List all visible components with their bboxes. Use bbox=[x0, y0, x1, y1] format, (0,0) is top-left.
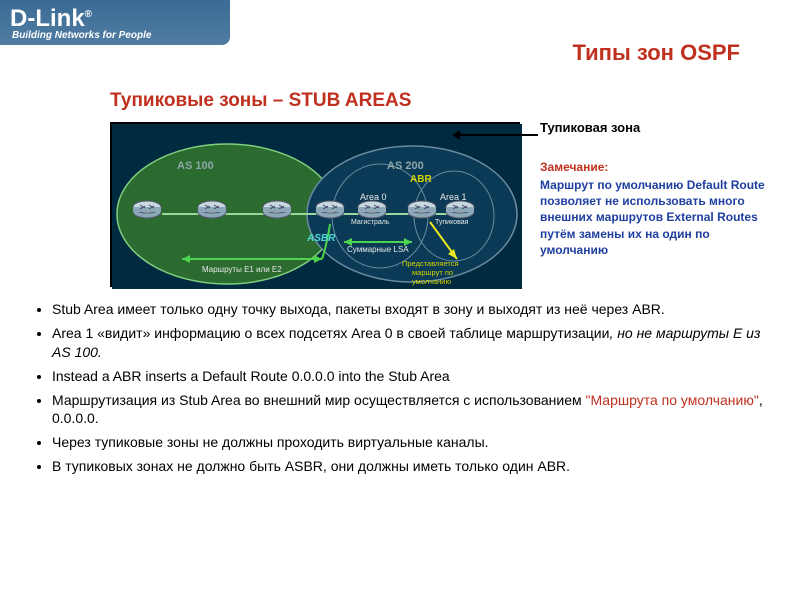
area1-label: Area 1 bbox=[440, 192, 467, 202]
router-icon bbox=[133, 201, 161, 218]
eroutes-label: Маршруты E1 или E2 bbox=[202, 265, 282, 274]
stub-zone-pointer bbox=[458, 134, 538, 136]
bullet-list: Stub Area имеет только одну точку выхода… bbox=[30, 300, 770, 481]
router-icon bbox=[263, 201, 291, 218]
note-block: Замечание: Маршрут по умолчанию Default … bbox=[540, 160, 780, 258]
as200-label: AS 200 bbox=[387, 160, 424, 172]
logo-bar: D-Link® Building Networks for People bbox=[0, 0, 230, 45]
diagram-svg: AS 100 AS 200 ABR Area 0 Магистраль Area… bbox=[112, 124, 522, 289]
area0-sub: Магистраль bbox=[351, 219, 390, 226]
router-icon bbox=[408, 201, 436, 218]
note-title: Замечание: bbox=[540, 160, 780, 174]
stub-zone-label: Тупиковая зона bbox=[540, 120, 640, 135]
bullet-item: Area 1 «видит» информацию о всех подсетя… bbox=[52, 324, 770, 362]
summary-label: Суммарные LSA bbox=[347, 245, 409, 254]
page-title: Типы зон OSPF bbox=[573, 40, 740, 66]
area0-label: Area 0 bbox=[360, 192, 387, 202]
logo-tagline: Building Networks for People bbox=[12, 30, 151, 41]
bullet-item: Маршрутизация из Stub Area во внешний ми… bbox=[52, 391, 770, 429]
bullet-item: Через тупиковые зоны не должны проходить… bbox=[52, 433, 770, 452]
router-icon bbox=[358, 201, 386, 218]
logo-stack: D-Link® Building Networks for People bbox=[10, 5, 151, 41]
bullet-item: Stub Area имеет только одну точку выхода… bbox=[52, 300, 770, 319]
ospf-diagram: AS 100 AS 200 ABR Area 0 Магистраль Area… bbox=[110, 122, 520, 287]
note-body: Маршрут по умолчанию Default Route позво… bbox=[540, 177, 780, 258]
as100-label: AS 100 bbox=[177, 160, 214, 172]
asbr-label: ASBR bbox=[306, 233, 336, 244]
bullet-item: Instead a ABR inserts a Default Route 0.… bbox=[52, 367, 770, 386]
abr-label: ABR bbox=[410, 174, 432, 185]
router-icon bbox=[446, 201, 474, 218]
router-icon bbox=[198, 201, 226, 218]
sub-title: Тупиковые зоны – STUB AREAS bbox=[110, 90, 411, 112]
logo-brand: D-Link® bbox=[10, 5, 151, 33]
area1-sub: Тупиковая bbox=[435, 219, 469, 226]
bullet-item: В тупиковых зонах не должно быть ASBR, о… bbox=[52, 457, 770, 476]
router-icon bbox=[316, 201, 344, 218]
